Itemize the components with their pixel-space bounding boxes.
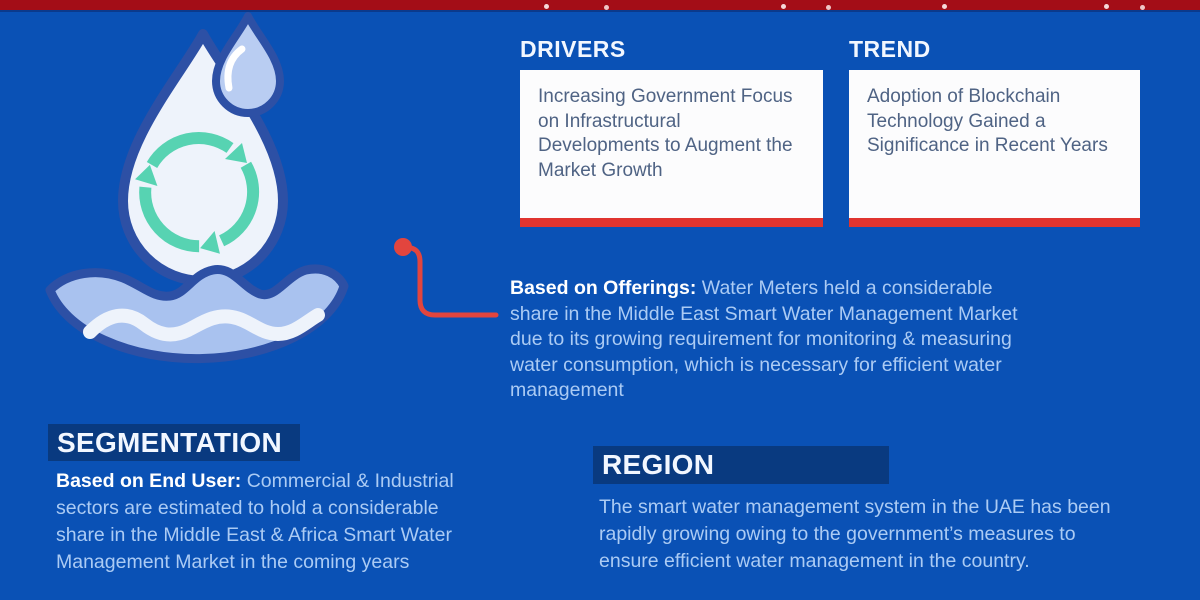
segmentation-text: Based on End User: Commercial & Industri… (56, 468, 476, 576)
drivers-card: Increasing Government Focus on Infrastru… (520, 70, 823, 227)
trend-card-text: Adoption of Blockchain Technology Gained… (867, 86, 1108, 156)
connector-dot (394, 238, 412, 256)
water-recycle-logo (45, 12, 349, 364)
cutoff-text-fragments (0, 5, 3, 8)
drivers-heading: DRIVERS (520, 36, 626, 62)
recycle-arrows-icon (135, 132, 260, 254)
segmentation-body: Commercial & Industrial sectors are esti… (56, 470, 454, 573)
region-heading: REGION (602, 449, 715, 480)
segmentation-lead: Based on End User: (56, 470, 242, 492)
drop-highlight (224, 45, 246, 92)
offerings-callout-text: Based on Offerings: Water Meters held a … (510, 276, 1045, 404)
callout-connector-line (394, 238, 499, 318)
wave-stripe (83, 308, 325, 342)
region-heading-highlight: REGION (593, 446, 889, 484)
region-body: The smart water management system in the… (599, 496, 1111, 572)
segmentation-heading-highlight: SEGMENTATION (48, 424, 300, 461)
water-wave-icon (45, 264, 349, 364)
region-text: The smart water management system in the… (599, 494, 1139, 575)
offerings-lead: Based on Offerings: (510, 277, 697, 299)
top-banner-bar (0, 0, 1200, 12)
drivers-card-text: Increasing Government Focus on Infrastru… (538, 86, 793, 181)
segmentation-heading: SEGMENTATION (57, 426, 283, 458)
small-drop-icon (212, 12, 284, 117)
trend-card: Adoption of Blockchain Technology Gained… (849, 70, 1140, 227)
offerings-body: Water Meters held a considerable share i… (510, 277, 1018, 401)
trend-heading: TREND (849, 36, 931, 62)
